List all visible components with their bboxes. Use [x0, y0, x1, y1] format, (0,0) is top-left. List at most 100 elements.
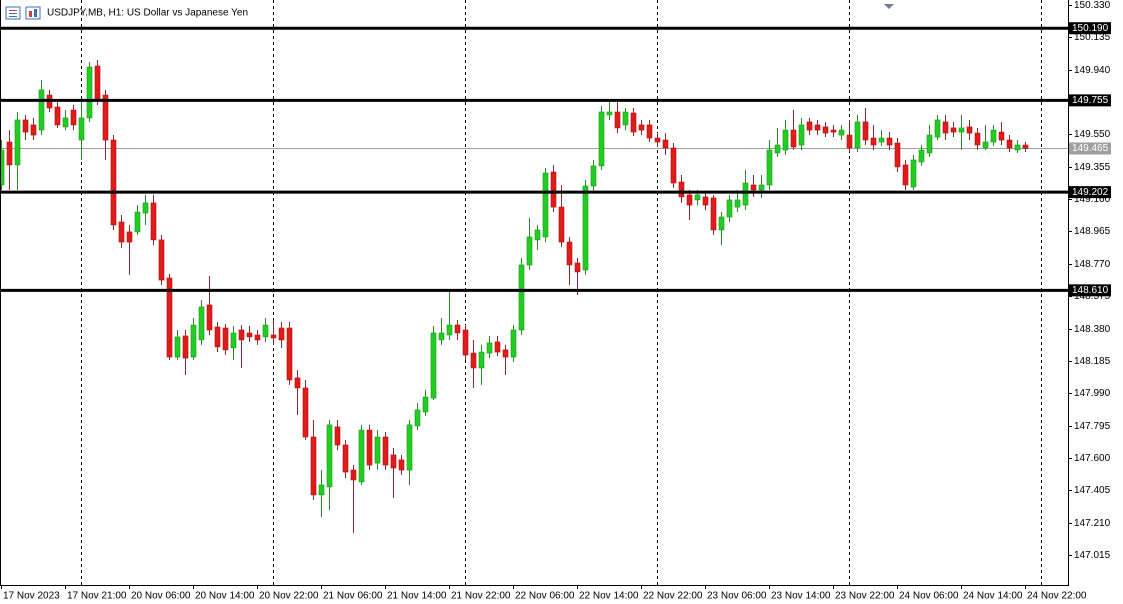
candle-body — [1006, 139, 1013, 149]
candle-body — [622, 111, 629, 126]
candle-body — [910, 159, 917, 188]
candle-body — [462, 329, 469, 356]
candle-body — [142, 202, 149, 214]
y-tick-label: 147.405 — [1074, 485, 1111, 496]
candle-body — [686, 194, 693, 206]
candle-body — [854, 121, 861, 149]
candle-body — [702, 196, 709, 206]
y-tick-label: 147.015 — [1074, 550, 1111, 561]
candle-body — [126, 231, 133, 243]
y-tick-label: 148.575 — [1074, 291, 1111, 302]
candle-body — [574, 262, 581, 273]
candle-body — [878, 137, 885, 143]
icon-chart[interactable] — [25, 6, 41, 20]
x-tick-label: 22 Nov 14:00 — [579, 591, 639, 602]
candle-body — [334, 426, 341, 446]
chart-title: USDJPY.MB, H1: US Dollar vs Japanese Yen — [47, 8, 248, 19]
candle-body — [542, 172, 549, 238]
current-price-box — [1069, 142, 1111, 155]
candle-body — [838, 129, 845, 136]
candle-body — [774, 144, 781, 154]
candle-body — [22, 119, 29, 133]
level-label: 149.755 — [1072, 95, 1109, 106]
candle-body — [222, 327, 229, 351]
x-tick-label: 24 Nov 22:00 — [1027, 591, 1087, 602]
candle-body — [446, 324, 453, 336]
x-tick-label: 23 Nov 22:00 — [835, 591, 895, 602]
candle-body — [382, 436, 389, 466]
candle-body — [982, 141, 989, 149]
x-tick-label: 20 Nov 14:00 — [195, 591, 255, 602]
candle-body — [294, 377, 301, 389]
candle-body — [398, 459, 405, 471]
candle-body — [0, 149, 5, 186]
candle-body — [422, 396, 429, 413]
x-tick-label: 23 Nov 06:00 — [707, 591, 767, 602]
y-tick-label: 149.550 — [1074, 129, 1111, 140]
candle-body — [902, 164, 909, 186]
candle-body — [54, 106, 61, 126]
candle-body — [86, 66, 93, 119]
title-icons — [5, 6, 41, 20]
candle-body — [598, 111, 605, 167]
candle-body — [822, 126, 829, 134]
candle-body — [766, 149, 773, 186]
x-tick-label: 17 Nov 2023 — [3, 591, 60, 602]
candle-body — [782, 129, 789, 151]
candle-body — [654, 137, 661, 143]
candle-body — [118, 221, 125, 243]
candle-body — [806, 121, 813, 131]
candle-body — [894, 142, 901, 168]
candle-body — [318, 484, 325, 496]
x-tick-label: 21 Nov 14:00 — [387, 591, 447, 602]
candle-body — [310, 436, 317, 496]
y-tick-label: 148.380 — [1074, 324, 1111, 335]
candle-body — [870, 137, 877, 146]
x-tick-label: 22 Nov 06:00 — [515, 591, 575, 602]
candle-body — [278, 327, 285, 341]
candle-body — [790, 129, 797, 148]
candle-body — [102, 94, 109, 141]
x-tick-label: 21 Nov 22:00 — [451, 591, 511, 602]
candle-body — [638, 124, 645, 131]
candle-body — [358, 429, 365, 483]
candle-body — [950, 127, 957, 133]
plot-area — [0, 0, 1068, 585]
shift-marker[interactable] — [884, 4, 894, 9]
candle-body — [78, 117, 85, 141]
x-tick-label: 20 Nov 22:00 — [259, 591, 319, 602]
candle-body — [942, 121, 949, 134]
x-tick-label: 21 Nov 06:00 — [323, 591, 383, 602]
candle-body — [846, 134, 853, 149]
candle-body — [998, 131, 1005, 141]
candle-body — [990, 129, 997, 143]
candle-body — [886, 137, 893, 146]
candle-body — [958, 127, 965, 133]
y-tick-label: 147.990 — [1074, 388, 1111, 399]
candle-body — [590, 165, 597, 187]
candle-body — [406, 424, 413, 471]
candle-body — [214, 326, 221, 348]
candle-body — [662, 139, 669, 149]
candle-body — [350, 469, 357, 481]
level-label: 150.190 — [1072, 23, 1109, 34]
y-tick-label: 148.965 — [1074, 226, 1111, 237]
level-label-box — [1069, 22, 1111, 35]
candle-body — [582, 185, 589, 271]
candle-body — [430, 332, 437, 399]
candle-body — [286, 327, 293, 381]
candle-body — [454, 324, 461, 334]
candle-body — [630, 112, 637, 133]
candle-body — [926, 134, 933, 154]
candle-body — [814, 124, 821, 131]
level-label: 148.610 — [1072, 285, 1109, 296]
candle-body — [158, 239, 165, 281]
y-tick-label: 147.600 — [1074, 453, 1111, 464]
candle-body — [526, 236, 533, 266]
candle-body — [758, 184, 765, 191]
candle-body — [230, 332, 237, 349]
candle-body — [734, 199, 741, 208]
candle-body — [302, 387, 309, 438]
candle-body — [182, 335, 189, 359]
candle-body — [678, 181, 685, 198]
